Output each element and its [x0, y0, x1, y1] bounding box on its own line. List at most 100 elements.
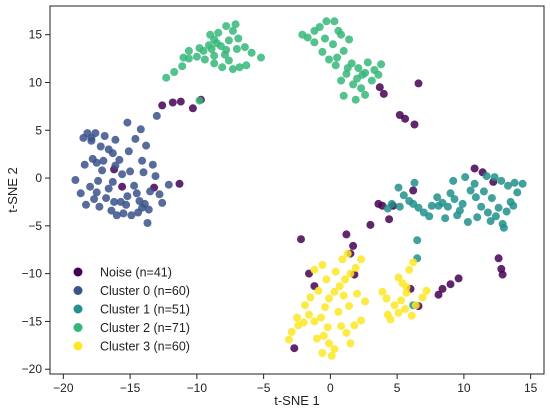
legend-label-3: Cluster 2 (n=71): [100, 321, 190, 335]
point-s3-63: [325, 55, 333, 64]
point-s0-5: [168, 98, 177, 107]
point-s4-36: [293, 313, 301, 322]
point-s4-50: [411, 301, 420, 310]
x-tick-label: 0: [327, 381, 334, 395]
point-s2-15: [450, 195, 459, 204]
points-layer: [71, 17, 527, 360]
point-s1-9: [123, 118, 132, 127]
y-tick-label: −20: [22, 362, 43, 376]
point-s3-33: [232, 45, 241, 53]
point-s1-28: [144, 205, 153, 214]
point-s2-40: [518, 179, 527, 188]
point-s3-19: [228, 65, 237, 74]
point-s1-53: [142, 141, 151, 150]
point-s2-46: [453, 211, 462, 220]
point-s4-6: [317, 313, 325, 322]
point-s2-6: [425, 212, 434, 221]
point-s4-42: [378, 287, 387, 296]
point-s3-59: [339, 91, 348, 100]
point-s2-7: [410, 178, 419, 187]
point-s3-62: [331, 61, 340, 70]
point-s2-16: [458, 199, 467, 208]
point-s4-5: [310, 317, 319, 326]
point-s3-69: [345, 35, 354, 44]
point-s4-28: [342, 328, 351, 337]
point-s3-47: [339, 46, 348, 55]
legend-marker-0: [73, 267, 83, 277]
point-s2-18: [471, 193, 480, 202]
point-s3-26: [222, 22, 231, 31]
point-s1-18: [99, 156, 108, 165]
point-s3-52: [363, 58, 372, 67]
point-s2-28: [427, 201, 436, 210]
point-s3-41: [330, 17, 339, 26]
point-s4-38: [334, 307, 343, 316]
point-s3-45: [318, 47, 327, 56]
x-axis-ticks: −20 −15 −10 −5 0 5 10 15: [53, 374, 538, 395]
point-s3-15: [257, 53, 265, 62]
point-s2-8: [395, 202, 404, 211]
point-s2-26: [446, 189, 455, 198]
y-tick-label: 10: [29, 75, 43, 89]
point-s1-46: [98, 166, 107, 175]
point-s2-34: [461, 173, 470, 182]
point-s1-41: [132, 189, 141, 198]
point-s0-35: [470, 164, 479, 173]
point-s4-0: [285, 335, 293, 344]
point-s3-20: [235, 63, 244, 72]
point-s3-24: [207, 45, 216, 53]
point-s1-45: [127, 211, 136, 220]
point-s1-47: [104, 145, 113, 154]
point-s2-4: [414, 203, 423, 212]
point-s1-29: [143, 219, 152, 227]
point-s4-39: [345, 302, 354, 311]
point-s3-34: [222, 46, 231, 54]
point-s4-46: [386, 315, 395, 324]
point-s3-60: [351, 95, 360, 104]
point-s3-32: [206, 30, 215, 39]
point-s1-1: [86, 182, 95, 191]
point-s4-55: [394, 273, 403, 282]
point-s1-11: [152, 111, 161, 120]
point-s1-54: [155, 190, 164, 199]
point-s4-3: [299, 318, 308, 327]
point-s3-58: [357, 84, 366, 93]
point-s3-4: [192, 52, 201, 61]
point-s2-23: [473, 213, 482, 222]
x-tick-label: −10: [187, 381, 208, 395]
point-s4-4: [305, 310, 313, 319]
point-s3-13: [240, 43, 249, 52]
point-s3-35: [210, 51, 219, 60]
point-s3-31: [212, 39, 221, 48]
point-s4-13: [351, 263, 360, 272]
point-s4-22: [306, 293, 315, 302]
legend-label-0: Noise (n=41): [100, 266, 172, 280]
point-s4-58: [402, 283, 411, 291]
point-s1-31: [80, 160, 89, 169]
point-s2-48: [449, 176, 458, 185]
point-s4-11: [341, 275, 350, 284]
legend-marker-1: [73, 286, 83, 295]
point-s4-10: [335, 282, 344, 291]
point-s2-21: [491, 212, 500, 221]
point-s2-11: [383, 204, 392, 213]
point-s3-21: [242, 61, 251, 70]
point-s0-3: [175, 179, 184, 188]
point-s4-15: [318, 261, 327, 269]
point-s3-12: [234, 34, 243, 43]
point-s2-0: [394, 183, 403, 192]
point-s4-14: [357, 255, 366, 264]
point-s4-35: [301, 301, 309, 310]
point-s3-43: [321, 34, 329, 43]
point-s3-29: [184, 46, 193, 55]
point-s0-27: [401, 114, 410, 123]
point-s1-21: [139, 168, 148, 177]
y-tick-label: −5: [28, 219, 42, 233]
point-s0-4: [158, 101, 167, 110]
point-s3-30: [179, 53, 188, 62]
point-s1-26: [119, 209, 128, 218]
point-s1-20: [126, 167, 135, 176]
point-s0-8: [188, 104, 197, 113]
point-s1-25: [107, 206, 116, 215]
